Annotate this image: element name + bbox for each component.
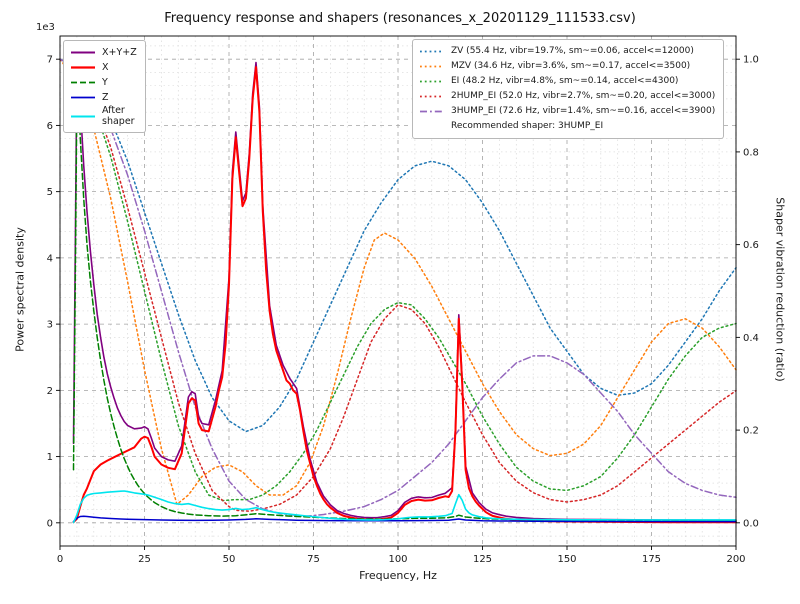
- legend-line-sample: [71, 115, 95, 118]
- legend-item-label: After shaper: [102, 105, 135, 128]
- legend-line-sample: [71, 51, 95, 54]
- legend-item-label: MZV (34.6 Hz, vibr=3.6%, sm~=0.17, accel…: [451, 61, 691, 72]
- left-y-axis-label: Power spectral density: [13, 227, 27, 352]
- legend-item-label: Recommended shaper: 3HUMP_EI: [451, 121, 604, 132]
- legend-item: Recommended shaper: 3HUMP_EI: [419, 119, 715, 134]
- legend-item-label: EI (48.2 Hz, vibr=4.8%, sm~=0.14, accel<…: [451, 76, 679, 87]
- legend-item-label: 3HUMP_EI (72.6 Hz, vibr=1.4%, sm~=0.16, …: [451, 106, 716, 117]
- series-2hump_ei: [59, 58, 737, 512]
- legend-item: EI (48.2 Hz, vibr=4.8%, sm~=0.14, accel<…: [419, 74, 715, 89]
- left-y-tick-label: 2: [47, 386, 53, 397]
- legend-item: MZV (34.6 Hz, vibr=3.6%, sm~=0.17, accel…: [419, 59, 715, 74]
- chart-title: Frequency response and shapers (resonanc…: [164, 11, 636, 26]
- legend-item: Y: [70, 75, 137, 90]
- series-3hump_ei: [59, 58, 737, 518]
- x-tick-label: 75: [307, 554, 320, 565]
- left-y-tick-label: 6: [47, 121, 53, 132]
- legend-line-sample: [419, 121, 445, 132]
- left-y-tick-label: 7: [47, 55, 53, 66]
- shaper-legend: ZV (55.4 Hz, vibr=19.7%, sm~=0.06, accel…: [412, 39, 725, 139]
- series-x: [72, 66, 737, 524]
- legend-item-label: Y: [102, 76, 108, 88]
- legend-line-sample: [71, 81, 95, 84]
- legend-line-sample: [71, 66, 95, 69]
- left-y-tick-label: 1: [47, 452, 53, 463]
- x-axis-label: Frequency, Hz: [359, 569, 437, 582]
- right-y-tick-label: 1.0: [743, 55, 759, 66]
- right-y-tick-label: 0.0: [743, 518, 759, 529]
- legend-item: 2HUMP_EI (52.0 Hz, vibr=2.7%, sm~=0.20, …: [419, 89, 715, 104]
- series-y: [72, 91, 737, 522]
- series-ei: [59, 58, 737, 502]
- series-zv: [59, 58, 737, 433]
- x-tick-label: 100: [388, 554, 407, 565]
- right-y-tick-label: 0.8: [743, 147, 759, 158]
- left-y-tick-label: 3: [47, 320, 53, 331]
- legend-line-sample: [420, 50, 444, 53]
- legend-item-label: 2HUMP_EI (52.0 Hz, vibr=2.7%, sm~=0.20, …: [451, 91, 716, 102]
- legend-line-sample: [420, 65, 444, 68]
- legend-line-sample: [420, 95, 444, 98]
- series-z: [72, 515, 737, 523]
- left-y-tick-label: 5: [47, 187, 53, 198]
- x-tick-label: 0: [57, 554, 63, 565]
- series-after_shaper: [72, 490, 737, 524]
- left-y-tick-label: 4: [47, 253, 53, 264]
- legend-item-label: ZV (55.4 Hz, vibr=19.7%, sm~=0.06, accel…: [451, 46, 694, 57]
- legend-item: After shaper: [70, 105, 137, 128]
- legend-item: X: [70, 60, 137, 75]
- tick-labels: 0 25 50 75 100 125 150 175 200 0 1 2 3 4 5 6 7 0.0 0.2 0.4 0…: [47, 55, 759, 565]
- legend-item-label: X: [102, 61, 109, 73]
- legend-item: 3HUMP_EI (72.6 Hz, vibr=1.4%, sm~=0.16, …: [419, 104, 715, 119]
- x-tick-label: 50: [223, 554, 236, 565]
- legend-item-label: Z: [102, 91, 109, 103]
- right-y-tick-label: 0.6: [743, 240, 759, 251]
- psd-legend: X+Y+Z X Y Z After shaper: [63, 40, 146, 133]
- x-tick-label: 25: [138, 554, 151, 565]
- y-axis-offset-label: 1e3: [36, 22, 55, 33]
- legend-line-sample: [420, 80, 444, 83]
- right-y-axis-label: Shaper vibration reduction (ratio): [773, 197, 787, 382]
- x-tick-label: 125: [473, 554, 492, 565]
- legend-line-sample: [71, 96, 95, 99]
- legend-item-label: X+Y+Z: [102, 46, 137, 58]
- legend-item: ZV (55.4 Hz, vibr=19.7%, sm~=0.06, accel…: [419, 44, 715, 59]
- x-tick-label: 175: [642, 554, 661, 565]
- left-y-tick-label: 0: [47, 518, 53, 529]
- legend-item: Z: [70, 90, 137, 105]
- x-tick-label: 150: [557, 554, 576, 565]
- legend-item: X+Y+Z: [70, 45, 137, 60]
- x-tick-label: 200: [726, 554, 745, 565]
- series-mzv: [59, 58, 737, 506]
- right-y-tick-label: 0.2: [743, 426, 759, 437]
- legend-line-sample: [420, 110, 444, 113]
- right-y-tick-label: 0.4: [743, 333, 759, 344]
